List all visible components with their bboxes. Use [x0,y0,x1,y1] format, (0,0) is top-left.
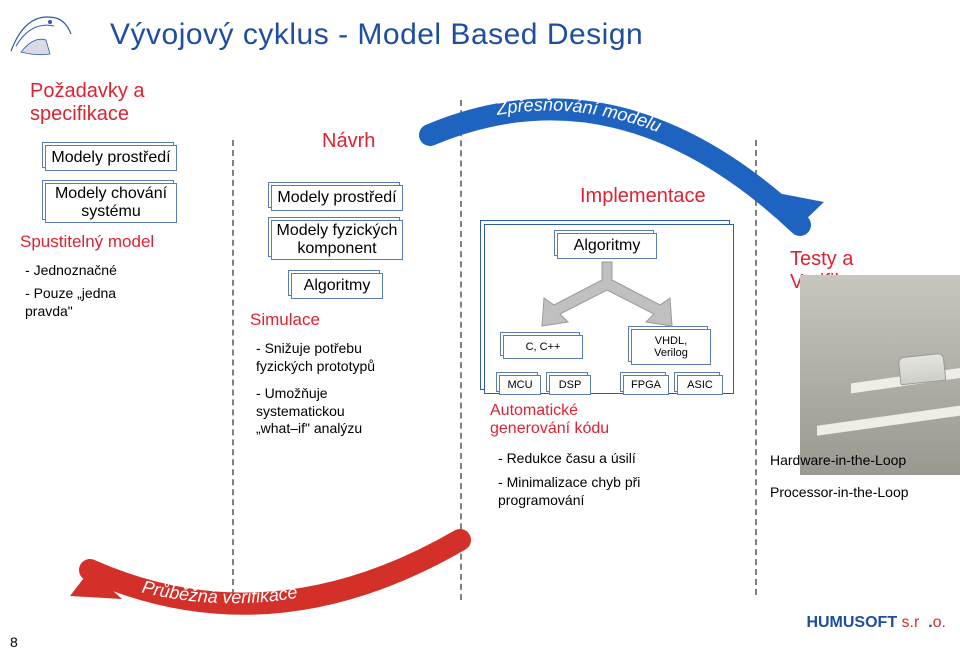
col3-asic-text: ASIC [687,379,713,391]
col3-codegen: Automatické generování kódu [490,402,609,438]
humusoft-logo-icon [6,6,76,58]
page-number: 8 [10,634,18,650]
col1-box1-text: Modely prostředí [51,149,170,167]
col3-c-text: C, C++ [526,341,561,353]
col2-bullet-1: Snižuje potřebu fyzických prototypů [256,340,375,375]
footer-brand: HUMUSOFT s.r .o. [789,596,946,650]
col3-box-mcu: MCU [496,372,538,392]
col2-box3-text: Algoritmy [304,277,371,295]
col3-alg-text: Algoritmy [574,237,641,255]
col1-sub-heading: Spustitelný model [20,232,154,252]
divider-1 [232,140,234,595]
col3-box-algoritmy: Algoritmy [554,230,654,256]
col1-box-modely-chovani: Modely chování systému [42,180,174,220]
col3-box-vhdl: VHDL, Verilog [628,326,708,362]
col3-dsp-text: DSP [559,379,582,391]
col3-bullet-2: Minimalizace chyb při programování [498,474,640,509]
col3-box-dsp: DSP [546,372,588,392]
arc-top-label: Zpřesňování modelu [494,95,664,137]
col2-heading: Návrh [322,130,375,153]
col3-fpga-text: FPGA [631,379,661,391]
divider-3 [755,140,757,595]
col2-box-modely-prostredi: Modely prostředí [268,182,400,208]
col2-box-algoritmy: Algoritmy [288,270,380,296]
col1-bullet-1: Jednoznačné [25,262,117,280]
road-photo-placeholder [800,275,960,475]
col1-heading: Požadavky a specifikace [30,80,145,126]
col3-box-fpga: FPGA [620,372,666,392]
col4-line-2: Processor-in-the-Loop [770,484,909,500]
col3-mcu-text: MCU [507,379,532,391]
col2-box2-text: Modely fyzických komponent [277,222,398,258]
divider-2 [460,100,462,600]
slide-title: Vývojový cyklus - Model Based Design [110,18,643,52]
col3-heading: Implementace [580,185,706,208]
col2-box1-text: Modely prostředí [277,189,396,207]
col1-bullet-2: Pouze „jedna pravda" [25,285,116,320]
col3-box-asic: ASIC [674,372,720,392]
col4-line-1: Hardware-in-the-Loop [770,452,906,468]
col3-bullet-1: Redukce času a úsilí [498,450,636,468]
col1-box-modely-prostredi: Modely prostředí [42,142,174,168]
col3-hdl-text: VHDL, Verilog [654,335,688,359]
col2-bullet-2: Umožňuje systematickou „what–if" analýzu [256,385,362,438]
slide: Vývojový cyklus - Model Based Design Pož… [0,0,960,658]
col3-box-c-cpp: C, C++ [500,332,580,356]
svg-text:Zpřesňování modelu: Zpřesňování modelu [494,95,664,137]
svg-text:Průběžná verifikace: Průběžná verifikace [140,577,298,608]
col2-sub-heading: Simulace [250,310,320,330]
col1-box2-text: Modely chování systému [55,185,167,221]
arc-bottom-label: Průběžná verifikace [140,577,298,608]
col2-box-modely-fyzickych: Modely fyzických komponent [268,217,400,257]
